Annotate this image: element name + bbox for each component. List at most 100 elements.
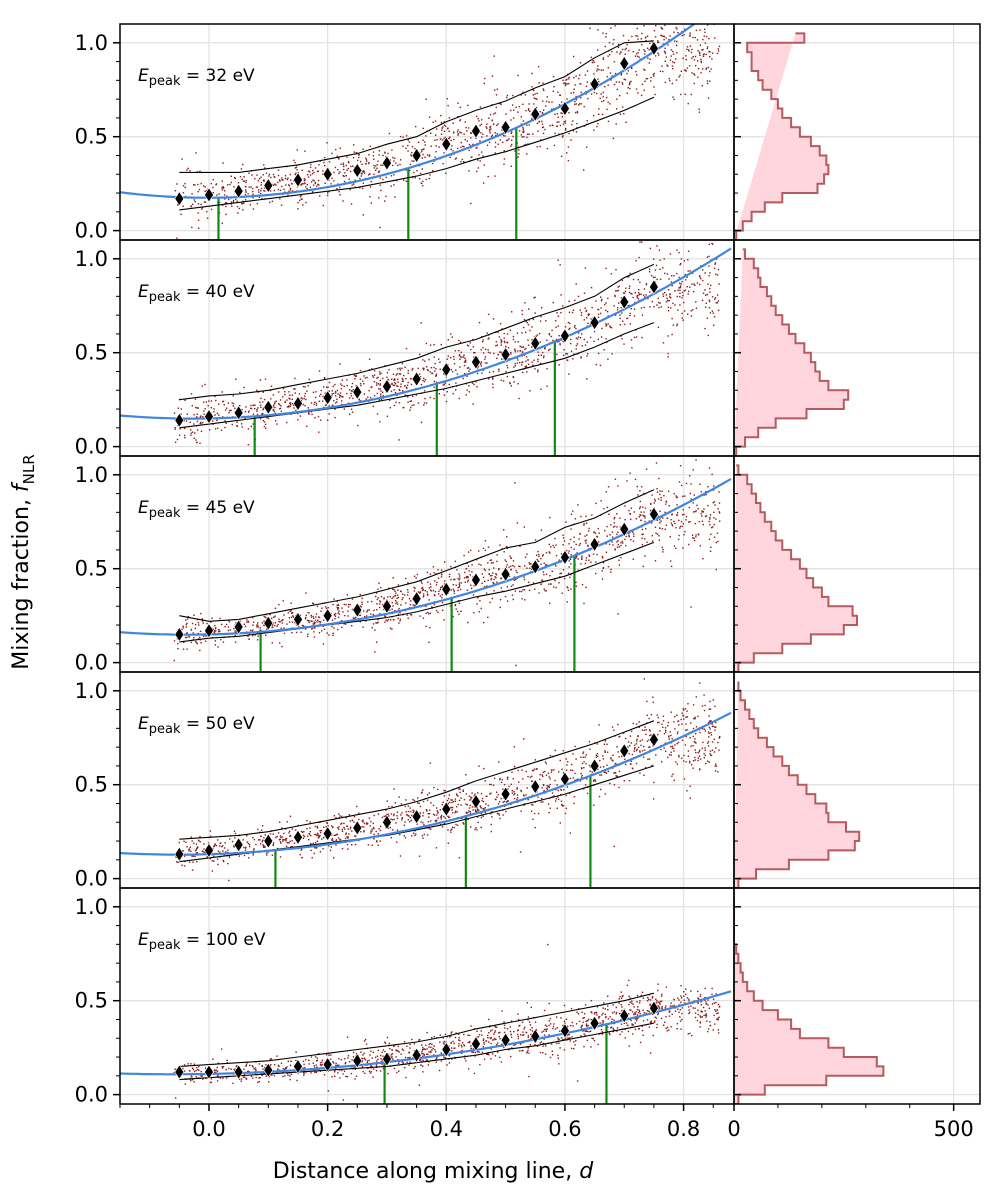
median-point — [441, 136, 452, 152]
median-point — [174, 846, 185, 862]
y-ticks — [113, 906, 741, 1096]
panel-label: Epeak = 50 eV — [138, 714, 255, 737]
y-ticks — [113, 42, 741, 232]
histogram — [734, 897, 885, 1104]
median-point — [322, 390, 333, 406]
histogram — [734, 32, 830, 240]
fit-curve — [120, 477, 732, 636]
panel-label: Epeak = 45 eV — [138, 498, 255, 521]
median-point — [530, 106, 541, 122]
median-point — [411, 147, 422, 164]
median-markers — [174, 1000, 659, 1080]
y-tick-label: 0.5 — [75, 773, 108, 797]
median-point — [500, 119, 511, 135]
median-point — [352, 1053, 363, 1069]
y-tick-label: 1.0 — [75, 895, 108, 919]
upper-percentile-line — [179, 489, 655, 622]
grid — [120, 240, 980, 456]
scatter-frame — [119, 455, 735, 673]
y-tick-label: 0.0 — [75, 651, 108, 675]
median-point — [322, 608, 333, 624]
median-point — [233, 837, 244, 853]
median-point — [382, 814, 392, 830]
median-point — [233, 619, 244, 635]
scatter-frame — [119, 671, 735, 889]
panel-label-subscript: peak — [149, 722, 181, 737]
grid — [120, 456, 980, 672]
median-point — [589, 315, 600, 331]
y-tick-label: 0.5 — [75, 989, 108, 1013]
y-tick-label: 1.0 — [75, 31, 108, 55]
y-ticks — [113, 690, 741, 880]
median-point — [174, 626, 185, 642]
median-point — [471, 1036, 481, 1052]
median-point — [441, 362, 452, 378]
median-point — [649, 1000, 659, 1016]
median-point — [174, 1064, 185, 1080]
panel-label-value: = 40 eV — [181, 282, 256, 302]
median-point — [352, 384, 363, 400]
histogram-bars — [734, 897, 885, 1104]
histogram-frame — [733, 887, 981, 1105]
panel-label-symbol: E — [138, 714, 149, 734]
y-tick-label: 1.0 — [75, 679, 108, 703]
panel-label-value: = 32 eV — [181, 66, 256, 86]
median-markers — [174, 732, 659, 862]
median-point — [204, 1064, 214, 1080]
median-point — [352, 602, 363, 618]
panel-label-value: = 50 eV — [181, 714, 256, 734]
median-point — [204, 623, 214, 639]
panel-label: Epeak = 32 eV — [138, 66, 255, 89]
median-point — [411, 371, 422, 387]
median-point — [382, 378, 392, 395]
y-tick-label: 0.5 — [75, 557, 108, 581]
median-point — [322, 166, 333, 182]
median-point — [441, 801, 452, 817]
median-point — [471, 354, 481, 370]
median-point — [263, 1062, 274, 1078]
median-markers — [174, 279, 659, 428]
upper-percentile-line — [179, 992, 655, 1067]
median-markers — [174, 40, 659, 207]
median-point — [441, 1041, 452, 1058]
median-point — [500, 786, 511, 802]
y-tick-label: 0.0 — [75, 435, 108, 459]
axis-labels: Mixing fraction, fNLR Distance along mix… — [9, 454, 594, 1184]
lower-percentile-line — [179, 322, 655, 429]
scatter-points — [174, 24, 721, 240]
hist-tick-label: 0 — [727, 1117, 740, 1141]
histogram — [734, 464, 858, 672]
x-ticks — [119, 1104, 955, 1111]
median-point — [530, 559, 541, 575]
x-tick-label: 0.8 — [667, 1117, 700, 1141]
median-point — [263, 399, 274, 415]
x-tick-label: 0.2 — [311, 1117, 344, 1141]
scatter-plot-area — [120, 241, 732, 456]
median-point — [649, 40, 659, 56]
fit-curve — [120, 990, 732, 1076]
histogram-bars — [734, 464, 858, 672]
median-point — [619, 1008, 630, 1024]
median-point — [441, 581, 452, 597]
upper-percentile-line — [179, 263, 655, 401]
upper-percentile-line — [179, 40, 654, 173]
grid — [120, 672, 980, 888]
median-point — [174, 191, 185, 207]
median-markers — [174, 506, 659, 642]
median-point — [411, 809, 422, 825]
median-point — [233, 405, 244, 421]
median-point — [263, 833, 274, 849]
panel-label-subscript: peak — [149, 506, 181, 521]
panel-2: 0.0 0.5 1.0 Epeak = 40 eV — [75, 239, 981, 459]
median-point — [293, 172, 303, 188]
panel-label-symbol: E — [138, 930, 149, 950]
fit-curve — [120, 711, 732, 856]
scatter-plot-area — [120, 24, 721, 240]
y-axis-label: Mixing fraction, fNLR — [9, 454, 38, 669]
y-axis-label-symbol: f — [9, 481, 34, 492]
median-point — [204, 842, 214, 858]
median-point — [649, 279, 659, 295]
median-point — [471, 123, 481, 139]
median-point — [204, 409, 214, 425]
lower-percentile-line — [179, 1022, 655, 1081]
